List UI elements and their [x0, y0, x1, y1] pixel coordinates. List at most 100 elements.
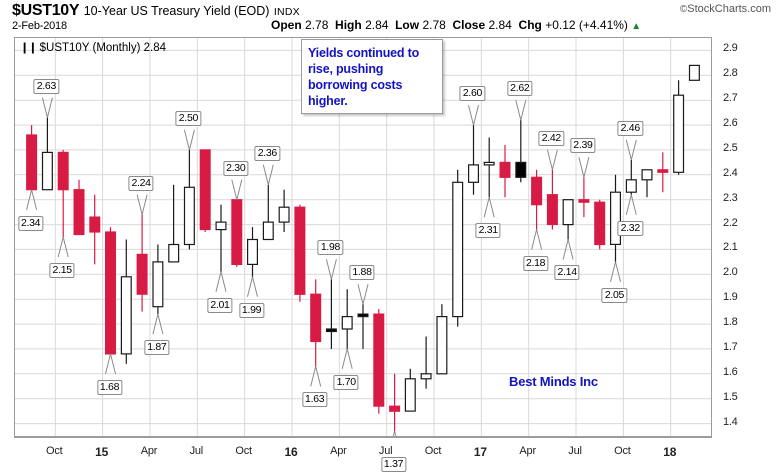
candlestick: [609, 174, 621, 262]
price-tag: 2.36: [254, 145, 280, 161]
price-tag: 2.18: [522, 255, 549, 271]
x-axis-label: Apr: [519, 445, 536, 457]
watermark-best-minds: Best Minds Inc: [509, 374, 598, 389]
candle-body: [688, 64, 700, 81]
candlestick: [578, 177, 590, 218]
change-value: +0.12 (+4.41%): [545, 18, 628, 32]
copyright-icon: ©: [679, 4, 688, 15]
price-tag: 2.50: [175, 110, 202, 126]
candlestick: [310, 279, 322, 367]
price-tag-leader: [26, 189, 38, 210]
candle-body: [199, 149, 211, 231]
candlestick: [247, 227, 259, 277]
x-axis-baseline: [14, 437, 712, 438]
x-axis-label: Apr: [140, 445, 158, 457]
candle-body: [468, 164, 480, 183]
price-tag: 1.37: [380, 457, 407, 472]
price-tag: 2.14: [554, 265, 580, 281]
candle-body: [373, 313, 385, 407]
candle-body: [531, 176, 543, 206]
price-tag-leader: [247, 276, 258, 297]
price-tag-leader: [610, 261, 621, 283]
y-axis-label: 2.9: [723, 42, 738, 55]
candlestick: [57, 149, 69, 237]
y-axis: 1.4 1.5 1.6 1.7 1.8 1.9 2.0 2.1 2.2 2.3 2.4 2.5 2.6 2…: [717, 37, 757, 437]
candle-body: [436, 316, 448, 375]
x-axis: Oct 15 Apr Jul Oct 16 Apr Jul Oct 17 Apr Jul Oct 18: [0, 437, 780, 469]
change-up-arrow-icon: ▲: [631, 21, 642, 32]
price-tag: 1.70: [333, 374, 359, 390]
price-tag-leader: [483, 197, 495, 218]
candle-series: [26, 64, 700, 431]
candlestick: [41, 117, 53, 191]
price-tag: 2.34: [17, 215, 44, 231]
y-axis-label: 2.3: [723, 191, 738, 204]
candle-body: [625, 179, 637, 193]
y-axis-label: 1.5: [723, 390, 738, 403]
y-axis-label: 2.6: [723, 117, 738, 130]
price-tag-leader: [215, 271, 227, 292]
price-tag-leader: [231, 179, 243, 200]
candlestick: [546, 169, 558, 230]
candle-body: [89, 216, 101, 233]
change-label: Chg: [518, 18, 542, 32]
candle-body: [183, 186, 195, 246]
candlestick: [562, 199, 574, 240]
chart-plot-area[interactable]: [14, 37, 712, 437]
low-label: Low: [395, 18, 420, 32]
high-label: High: [335, 18, 362, 32]
candlestick: [389, 373, 401, 431]
candlestick: [673, 80, 685, 175]
candle-body: [594, 201, 606, 246]
price-tag: 2.05: [601, 287, 628, 303]
candle-body: [404, 378, 416, 412]
chart-header: $UST10Y 10-Year US Treasury Yield (EOD) …: [0, 0, 780, 34]
candle-body: [389, 405, 401, 412]
candlestick: [594, 199, 606, 250]
candle-body: [152, 261, 164, 308]
candlestick: [199, 149, 211, 232]
candle-body: [499, 161, 511, 178]
price-tag: 1.99: [238, 302, 265, 318]
candle-body: [562, 199, 574, 226]
y-axis-label: 1.9: [723, 291, 738, 304]
candlestick: [26, 125, 38, 191]
candle-body: [578, 199, 590, 203]
price-tag-leader: [262, 164, 274, 185]
candlestick: [483, 137, 495, 198]
y-axis-label: 1.8: [723, 316, 738, 329]
candle-body: [136, 253, 148, 295]
price-tag: 2.31: [475, 223, 501, 239]
candlestick: [294, 204, 306, 302]
candle-body: [57, 151, 69, 191]
close-value: 2.84: [488, 18, 512, 32]
x-axis-label: 15: [95, 445, 109, 459]
candlestick: [104, 227, 116, 355]
stockcharts-brand: ©StockCharts.com: [680, 3, 771, 15]
candlestick: [625, 159, 637, 195]
price-tag-leaders: [26, 97, 637, 436]
price-tag: 1.68: [96, 379, 123, 395]
candle-body: [657, 169, 669, 173]
price-tag-leader: [578, 157, 590, 178]
price-tag: 2.32: [617, 220, 643, 236]
price-tag: 2.63: [33, 78, 60, 94]
candlestick: [373, 309, 385, 414]
price-tag-leader: [515, 99, 527, 121]
symbol-title-line: $UST10Y 10-Year US Treasury Yield (EOD) …: [12, 2, 300, 20]
candle-body: [546, 194, 558, 226]
candle-body: [310, 293, 322, 343]
candle-body: [452, 181, 464, 318]
candle-body: [120, 276, 132, 355]
symbol-ticker: $UST10Y: [12, 2, 80, 19]
y-axis-label: 2.8: [723, 67, 738, 80]
price-tag-leader: [468, 104, 479, 126]
candlestick: [531, 169, 543, 230]
symbol-description: 10-Year US Treasury Yield (EOD): [83, 4, 270, 18]
brand-text: StockCharts.com: [687, 3, 771, 15]
candle-body: [215, 221, 227, 231]
candle-body: [641, 169, 653, 181]
price-tag-leader: [546, 149, 558, 170]
price-tag: 2.39: [570, 138, 596, 154]
price-tag: 2.15: [49, 263, 75, 278]
